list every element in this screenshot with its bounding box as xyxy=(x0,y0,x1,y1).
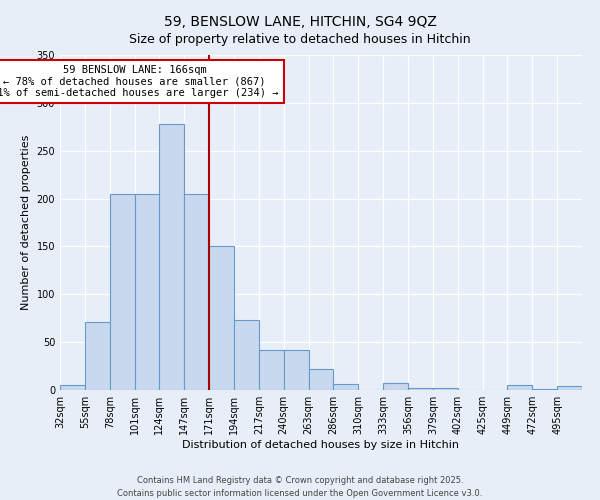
Bar xyxy=(508,385,532,390)
Bar xyxy=(85,322,110,390)
Bar xyxy=(433,388,458,390)
Y-axis label: Number of detached properties: Number of detached properties xyxy=(21,135,31,310)
Bar xyxy=(184,194,209,390)
Text: 59, BENSLOW LANE, HITCHIN, SG4 9QZ: 59, BENSLOW LANE, HITCHIN, SG4 9QZ xyxy=(164,15,436,29)
Bar xyxy=(110,194,134,390)
Bar xyxy=(383,384,408,390)
X-axis label: Distribution of detached houses by size in Hitchin: Distribution of detached houses by size … xyxy=(182,440,460,450)
Bar xyxy=(134,194,160,390)
Bar xyxy=(532,389,557,390)
Text: Contains HM Land Registry data © Crown copyright and database right 2025.
Contai: Contains HM Land Registry data © Crown c… xyxy=(118,476,482,498)
Bar xyxy=(259,350,284,390)
Bar xyxy=(234,320,259,390)
Bar xyxy=(408,388,433,390)
Bar xyxy=(60,385,85,390)
Text: 59 BENSLOW LANE: 166sqm
← 78% of detached houses are smaller (867)
21% of semi-d: 59 BENSLOW LANE: 166sqm ← 78% of detache… xyxy=(0,65,278,98)
Bar xyxy=(209,246,234,390)
Bar xyxy=(284,350,308,390)
Bar xyxy=(308,369,334,390)
Bar xyxy=(160,124,184,390)
Bar xyxy=(557,386,582,390)
Bar xyxy=(334,384,358,390)
Text: Size of property relative to detached houses in Hitchin: Size of property relative to detached ho… xyxy=(129,32,471,46)
